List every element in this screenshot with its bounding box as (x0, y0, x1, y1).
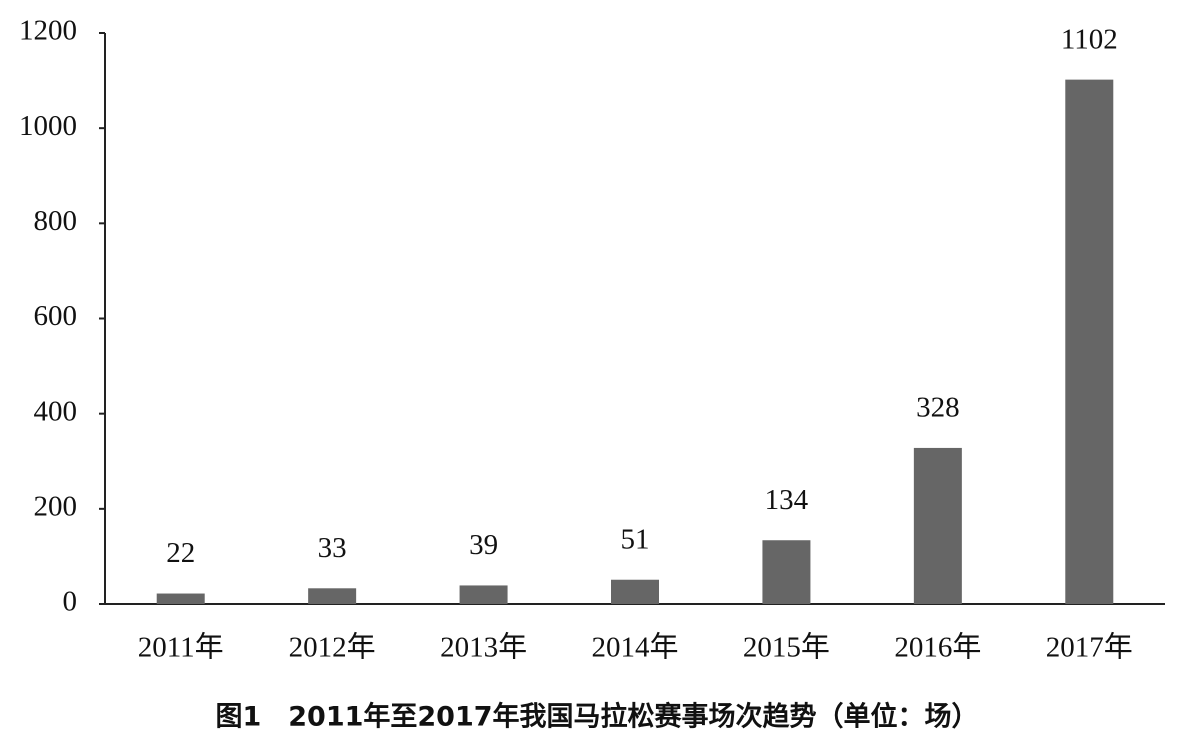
bar (762, 540, 811, 604)
x-tick-label: 2015年 (743, 631, 830, 664)
value-label: 328 (916, 392, 960, 424)
bar (308, 588, 357, 604)
bar (156, 593, 205, 604)
y-tick-label: 200 (34, 490, 78, 522)
y-tick-label: 600 (34, 300, 78, 332)
bar (611, 579, 659, 604)
y-tick-label: 1200 (19, 15, 77, 47)
bar (1065, 79, 1114, 605)
x-tick-label: 2017年 (1046, 631, 1133, 664)
value-label: 134 (765, 484, 809, 516)
chart-title: 图1 2011年至2017年我国马拉松赛事场次趋势（单位：场） (215, 701, 978, 733)
y-tick-label: 400 (34, 395, 78, 427)
y-tick-label: 1000 (19, 110, 77, 142)
x-tick-label: 2011年 (138, 631, 224, 664)
value-label: 51 (621, 523, 650, 555)
value-label: 33 (318, 532, 347, 564)
value-label: 39 (469, 529, 498, 561)
x-tick-label: 2016年 (894, 631, 981, 664)
value-label: 1102 (1061, 23, 1118, 55)
y-tick-label: 0 (63, 586, 78, 618)
x-tick-label: 2013年 (440, 631, 527, 664)
x-tick-label: 2012年 (289, 631, 376, 664)
bar (913, 447, 962, 604)
y-tick-label: 800 (34, 205, 78, 237)
bar (459, 585, 508, 604)
value-label: 22 (166, 537, 195, 569)
x-tick-label: 2014年 (591, 631, 678, 664)
